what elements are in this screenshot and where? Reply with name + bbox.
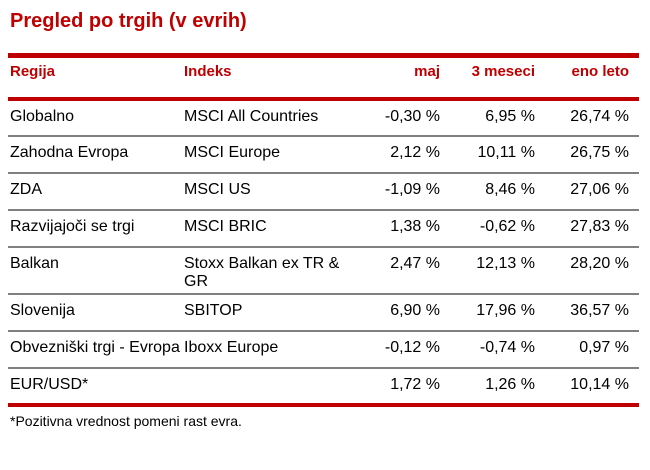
table-row-zda: ZDA MSCI US -1,09 % 8,46 % 27,06 % (8, 173, 639, 210)
cell-regija: ZDA (10, 180, 42, 198)
cell-maj: 1,72 % (390, 375, 440, 393)
table-row-balkan: Balkan Stoxx Balkan ex TR & GR 2,47 % 12… (8, 247, 639, 294)
col-header-3-meseci: 3 meseci (471, 63, 535, 80)
table-row-eur-usd: EUR/USD* 1,72 % 1,26 % 10,14 % (8, 368, 639, 405)
cell-indeks: SBITOP (184, 301, 243, 319)
cell-regija: Razvijajoči se trgi (10, 217, 135, 235)
cell-3-meseci: -0,74 % (479, 338, 535, 356)
cell-maj: 2,12 % (390, 143, 440, 161)
cell-maj: 2,47 % (390, 254, 440, 272)
cell-regija: Slovenija (10, 301, 75, 319)
cell-eno-leto: 0,97 % (579, 338, 629, 356)
table-row-globalno: Globalno MSCI All Countries -0,30 % 6,95… (8, 99, 639, 136)
cell-eno-leto: 27,06 % (570, 180, 629, 198)
cell-regija: Balkan (10, 254, 59, 272)
table-row-zahodna-evropa: Zahodna Evropa MSCI Europe 2,12 % 10,11 … (8, 136, 639, 173)
cell-3-meseci: 12,13 % (476, 254, 535, 272)
cell-maj: -0,12 % (384, 338, 440, 356)
col-header-indeks: Indeks (184, 63, 232, 80)
cell-3-meseci: -0,62 % (479, 217, 535, 235)
cell-3-meseci: 6,95 % (485, 107, 535, 125)
cell-eno-leto: 26,75 % (570, 143, 629, 161)
cell-3-meseci: 8,46 % (485, 180, 535, 198)
cell-regija: Obvezniški trgi - Evropa (10, 338, 180, 356)
markets-table: Regija Indeks maj 3 meseci eno leto Glob… (8, 53, 639, 407)
cell-maj: -1,09 % (384, 180, 440, 198)
table-header-row: Regija Indeks maj 3 meseci eno leto (8, 55, 639, 99)
cell-maj: -0,30 % (384, 107, 440, 125)
cell-indeks: MSCI Europe (184, 143, 281, 161)
cell-regija: EUR/USD* (10, 375, 89, 393)
cell-eno-leto: 10,14 % (570, 375, 629, 393)
col-header-regija: Regija (10, 63, 56, 80)
page-title: Pregled po trgih (v evrih) (10, 10, 247, 32)
col-header-maj: maj (414, 63, 440, 80)
table-row-slovenija: Slovenija SBITOP 6,90 % 17,96 % 36,57 % (8, 294, 639, 331)
cell-indeks (182, 368, 348, 405)
cell-eno-leto: 36,57 % (570, 301, 629, 319)
cell-3-meseci: 17,96 % (476, 301, 535, 319)
col-header-eno-leto: eno leto (571, 63, 629, 80)
cell-indeks: Iboxx Europe (184, 338, 279, 356)
cell-3-meseci: 10,11 % (477, 143, 535, 161)
cell-indeks: MSCI US (184, 180, 251, 198)
cell-maj: 1,38 % (390, 217, 440, 235)
cell-regija: Globalno (10, 107, 75, 125)
cell-eno-leto: 27,83 % (570, 217, 629, 235)
cell-eno-leto: 28,20 % (570, 254, 629, 272)
cell-indeks: MSCI BRIC (184, 217, 267, 235)
cell-maj: 6,90 % (390, 301, 440, 319)
table-row-razvijajoci-se-trgi: Razvijajoči se trgi MSCI BRIC 1,38 % -0,… (8, 210, 639, 247)
cell-indeks: Stoxx Balkan ex TR & GR (184, 254, 340, 290)
cell-eno-leto: 26,74 % (570, 107, 629, 125)
cell-regija: Zahodna Evropa (10, 143, 129, 161)
cell-indeks: MSCI All Countries (184, 107, 319, 125)
table-row-obvezniski-trgi-evropa: Obvezniški trgi - Evropa Iboxx Europe -0… (8, 331, 639, 368)
footnote: *Pozitivna vrednost pomeni rast evra. (10, 412, 242, 429)
cell-3-meseci: 1,26 % (485, 375, 535, 393)
